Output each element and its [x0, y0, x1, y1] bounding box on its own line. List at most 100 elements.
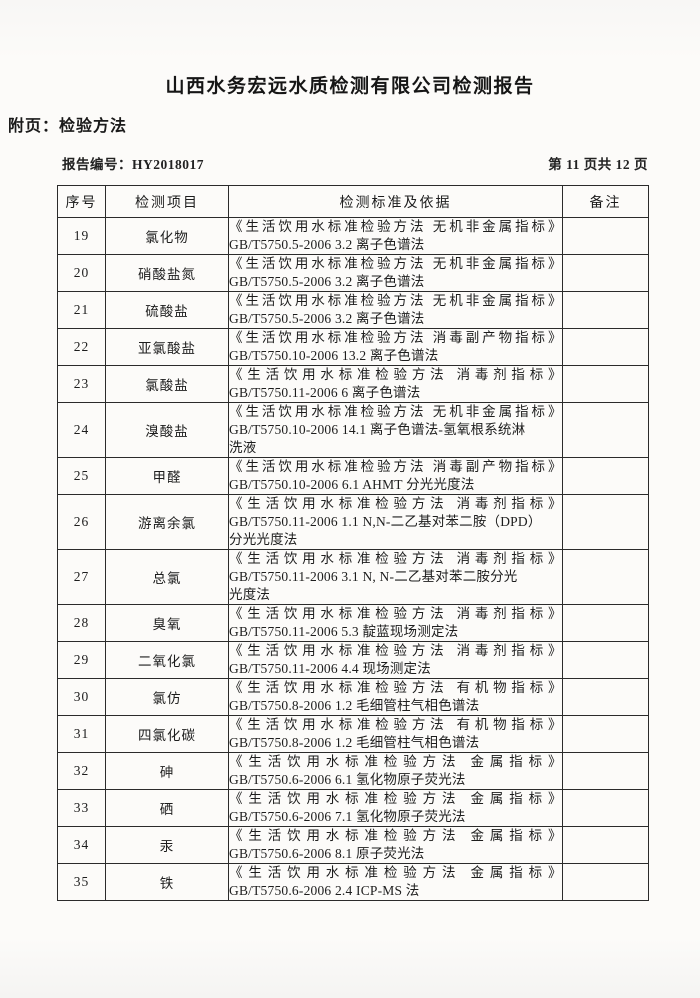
page-indicator: 第 11 页共 12 页 [548, 157, 648, 172]
item-cell: 砷 [105, 752, 229, 790]
standard-cell: 《生活饮用水标准检验方法 无机非金属指标》 GB/T5750.10-2006 1… [228, 402, 563, 458]
standard-cell: 《生活饮用水标准检验方法 消毒副产物指标》 GB/T5750.10-2006 1… [228, 328, 563, 366]
standard-line: GB/T5750.5-2006 3.2 离子色谱法 [229, 237, 425, 252]
standard-line: GB/T5750.10-2006 13.2 离子色谱法 [229, 348, 439, 363]
standard-line: GB/T5750.11-2006 1.1 N,N-二乙基对苯二胺（DPD） [229, 514, 542, 529]
standard-line: GB/T5750.11-2006 4.4 现场测定法 [229, 661, 431, 676]
standard-cell: 《生活饮用水标准检验方法 金属指标》 GB/T5750.6-2006 7.1 氢… [228, 789, 563, 827]
report-number: 报告编号：HY2018017 [62, 153, 204, 173]
standard-cell: 《生活饮用水标准检验方法 消毒剂指标》 GB/T5750.11-2006 6 离… [228, 365, 563, 403]
standard-line: GB/T5750.6-2006 2.4 ICP-MS 法 [229, 883, 420, 898]
standard-cell: 《生活饮用水标准检验方法 有机物指标》 GB/T5750.8-2006 1.2 … [228, 678, 563, 716]
table-row: 28 臭氧 《生活饮用水标准检验方法 消毒剂指标》 GB/T5750.11-20… [57, 604, 649, 642]
remark-cell [562, 457, 649, 495]
remark-cell [562, 402, 649, 458]
table-row: 24 溴酸盐 《生活饮用水标准检验方法 无机非金属指标》 GB/T5750.10… [57, 402, 649, 458]
item-cell: 总氯 [105, 549, 229, 605]
report-meta-row: 报告编号：HY2018017 第 11 页共 12 页 [62, 153, 648, 173]
standard-line: 《生活饮用水标准检验方法 无机非金属指标》 [229, 404, 562, 419]
seq-cell: 33 [57, 789, 106, 827]
remark-cell [562, 826, 649, 864]
appendix-label: 附页：检验方法 [8, 118, 128, 135]
standard-line: 《生活饮用水标准检验方法 消毒剂指标》 [229, 606, 562, 621]
standard-line: GB/T5750.5-2006 3.2 离子色谱法 [229, 311, 425, 326]
standard-line: GB/T5750.6-2006 7.1 氢化物原子荧光法 [229, 809, 466, 824]
standard-cell: 《生活饮用水标准检验方法 消毒剂指标》 GB/T5750.11-2006 5.3… [228, 604, 563, 642]
item-cell: 游离余氯 [105, 494, 229, 550]
standard-cell: 《生活饮用水标准检验方法 有机物指标》 GB/T5750.8-2006 1.2 … [228, 715, 563, 753]
item-cell: 硫酸盐 [105, 291, 229, 329]
standard-cell: 《生活饮用水标准检验方法 消毒副产物指标》 GB/T5750.10-2006 6… [228, 457, 563, 495]
standard-line: GB/T5750.11-2006 6 离子色谱法 [229, 385, 421, 400]
item-cell: 二氧化氯 [105, 641, 229, 679]
seq-cell: 24 [57, 402, 106, 458]
item-cell: 臭氧 [105, 604, 229, 642]
remark-cell [562, 291, 649, 329]
item-cell: 四氯化碳 [105, 715, 229, 753]
table-row: 35 铁 《生活饮用水标准检验方法 金属指标》 GB/T5750.6-2006 … [57, 863, 649, 901]
item-cell: 硒 [105, 789, 229, 827]
item-cell: 氯酸盐 [105, 365, 229, 403]
item-cell: 汞 [105, 826, 229, 864]
col-header-remark: 备注 [562, 185, 649, 218]
standard-line: 《生活饮用水标准检验方法 消毒剂指标》 [229, 367, 562, 382]
standard-line: 《生活饮用水标准检验方法 金属指标》 [229, 754, 562, 769]
item-cell: 亚氯酸盐 [105, 328, 229, 366]
table-row: 32 砷 《生活饮用水标准检验方法 金属指标》 GB/T5750.6-2006 … [57, 752, 649, 790]
seq-cell: 30 [57, 678, 106, 716]
standard-line: 分光光度法 [229, 532, 298, 547]
table-row: 22 亚氯酸盐 《生活饮用水标准检验方法 消毒副产物指标》 GB/T5750.1… [57, 328, 649, 366]
standard-line: GB/T5750.11-2006 5.3 靛蓝现场测定法 [229, 624, 459, 639]
table-row: 34 汞 《生活饮用水标准检验方法 金属指标》 GB/T5750.6-2006 … [57, 826, 649, 864]
standard-line: 《生活饮用水标准检验方法 无机非金属指标》 [229, 256, 562, 271]
remark-cell [562, 715, 649, 753]
standard-line: 《生活饮用水标准检验方法 无机非金属指标》 [229, 219, 562, 234]
table-row: 31 四氯化碳 《生活饮用水标准检验方法 有机物指标》 GB/T5750.8-2… [57, 715, 649, 753]
remark-cell [562, 254, 649, 292]
item-cell: 氯化物 [105, 217, 229, 255]
test-methods-table: 序号 检测项目 检测标准及依据 备注 19 氯化物 《生活饮用水标准检验方法 无… [57, 185, 649, 901]
col-header-item: 检测项目 [105, 185, 229, 218]
seq-cell: 32 [57, 752, 106, 790]
table-row: 19 氯化物 《生活饮用水标准检验方法 无机非金属指标》 GB/T5750.5-… [57, 217, 649, 255]
table-row: 30 氯仿 《生活饮用水标准检验方法 有机物指标》 GB/T5750.8-200… [57, 678, 649, 716]
standard-line: GB/T5750.10-2006 6.1 AHMT 分光光度法 [229, 477, 475, 492]
item-cell: 硝酸盐氮 [105, 254, 229, 292]
remark-cell [562, 678, 649, 716]
item-cell: 铁 [105, 863, 229, 901]
standard-cell: 《生活饮用水标准检验方法 无机非金属指标》 GB/T5750.5-2006 3.… [228, 217, 563, 255]
standard-line: 《生活饮用水标准检验方法 无机非金属指标》 [229, 293, 562, 308]
item-cell: 氯仿 [105, 678, 229, 716]
table-row: 23 氯酸盐 《生活饮用水标准检验方法 消毒剂指标》 GB/T5750.11-2… [57, 365, 649, 403]
standard-line: 光度法 [229, 587, 271, 602]
standard-line: GB/T5750.6-2006 6.1 氢化物原子荧光法 [229, 772, 466, 787]
seq-cell: 28 [57, 604, 106, 642]
standard-line: 《生活饮用水标准检验方法 有机物指标》 [229, 680, 562, 695]
seq-cell: 34 [57, 826, 106, 864]
seq-cell: 31 [57, 715, 106, 753]
standard-line: 《生活饮用水标准检验方法 消毒剂指标》 [229, 643, 562, 658]
item-cell: 甲醛 [105, 457, 229, 495]
standard-cell: 《生活饮用水标准检验方法 金属指标》 GB/T5750.6-2006 2.4 I… [228, 863, 563, 901]
seq-cell: 25 [57, 457, 106, 495]
standard-line: 《生活饮用水标准检验方法 消毒剂指标》 [229, 496, 562, 511]
remark-cell [562, 217, 649, 255]
remark-cell [562, 365, 649, 403]
seq-cell: 29 [57, 641, 106, 679]
remark-cell [562, 752, 649, 790]
seq-cell: 22 [57, 328, 106, 366]
seq-cell: 23 [57, 365, 106, 403]
table-row: 26 游离余氯 《生活饮用水标准检验方法 消毒剂指标》 GB/T5750.11-… [57, 494, 649, 550]
table-row: 25 甲醛 《生活饮用水标准检验方法 消毒副产物指标》 GB/T5750.10-… [57, 457, 649, 495]
remark-cell [562, 641, 649, 679]
standard-line: 《生活饮用水标准检验方法 消毒剂指标》 [229, 551, 562, 566]
standard-line: 洗液 [229, 440, 257, 455]
seq-cell: 21 [57, 291, 106, 329]
remark-cell [562, 328, 649, 366]
report-number-label: 报告编号： [62, 157, 132, 172]
standard-line: 《生活饮用水标准检验方法 金属指标》 [229, 865, 562, 880]
standard-line: 《生活饮用水标准检验方法 有机物指标》 [229, 717, 562, 732]
standard-cell: 《生活饮用水标准检验方法 无机非金属指标》 GB/T5750.5-2006 3.… [228, 291, 563, 329]
seq-cell: 26 [57, 494, 106, 550]
